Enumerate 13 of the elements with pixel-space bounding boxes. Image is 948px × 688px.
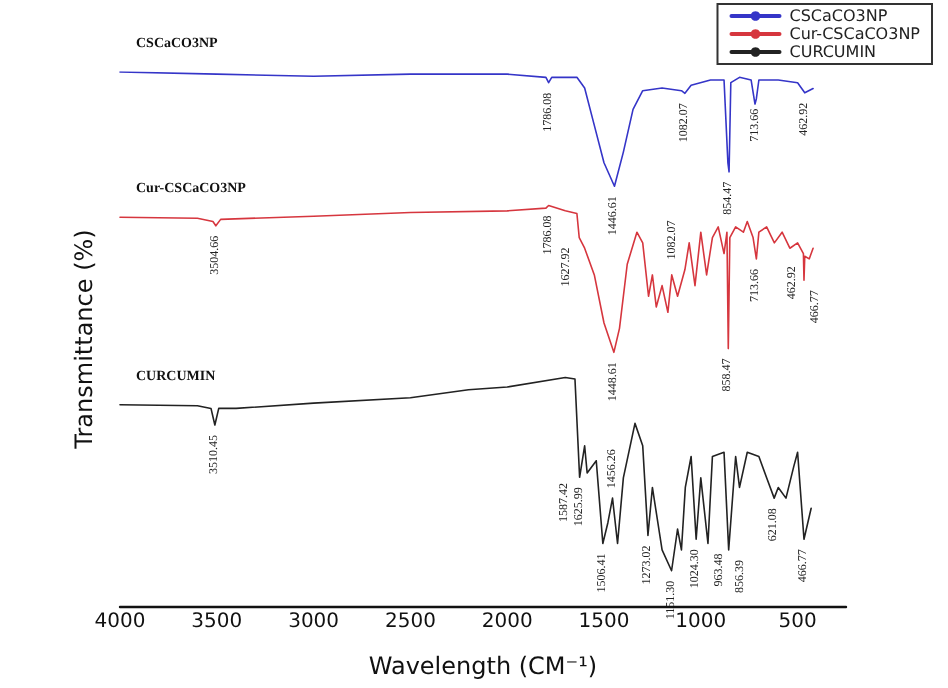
y-axis-title: Transmittance (%) (70, 229, 98, 451)
legend-label: Cur-CSCaCO3NP (789, 25, 921, 43)
x-tick-label: 2000 (481, 611, 533, 633)
x-tick-label: 3000 (288, 611, 340, 633)
x-axis-title: Wavelength (CM⁻¹) (368, 652, 598, 680)
x-tick-label: 500 (778, 611, 817, 633)
x-tick-label: 1500 (578, 611, 630, 633)
x-tick-label: 1000 (675, 611, 727, 633)
legend-label: CURCUMIN (789, 43, 877, 61)
x-tick-label: 3500 (191, 611, 243, 633)
legend-label: CSCaCO3NP (789, 7, 888, 25)
x-tick-label: 4000 (94, 611, 146, 633)
x-tick-label: 2500 (384, 611, 436, 633)
